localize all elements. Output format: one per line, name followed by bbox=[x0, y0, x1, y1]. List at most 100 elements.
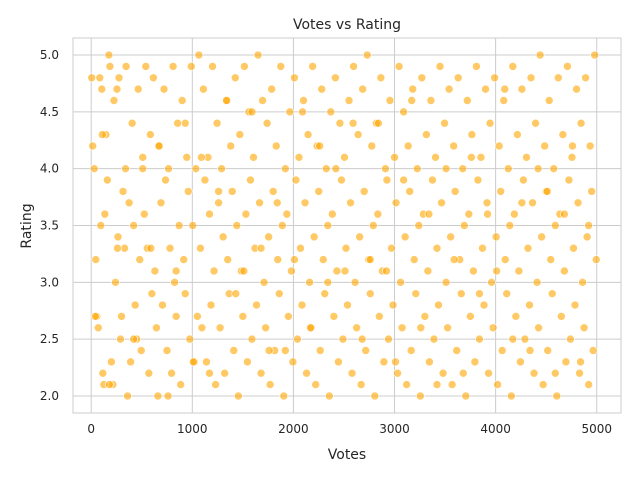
data-point bbox=[379, 357, 389, 367]
data-point bbox=[127, 118, 137, 128]
data-point bbox=[177, 96, 187, 105]
data-point bbox=[443, 323, 452, 333]
data-point bbox=[576, 357, 585, 367]
data-point bbox=[276, 62, 286, 71]
data-point bbox=[542, 187, 552, 196]
data-point bbox=[464, 209, 474, 219]
data-point bbox=[438, 368, 448, 378]
data-point bbox=[359, 187, 369, 196]
data-point bbox=[572, 84, 581, 94]
data-point bbox=[231, 289, 241, 298]
data-point bbox=[259, 278, 269, 287]
x-tick-labels: 0 1000 2000 3000 4000 5000 bbox=[87, 422, 612, 436]
data-point bbox=[538, 380, 548, 389]
data-point bbox=[165, 243, 175, 253]
data-point bbox=[197, 323, 207, 333]
data-point bbox=[258, 96, 267, 105]
data-point bbox=[357, 334, 367, 344]
data-point bbox=[126, 357, 135, 367]
data-point bbox=[568, 141, 577, 151]
data-point bbox=[350, 278, 360, 287]
data-point bbox=[227, 187, 237, 196]
data-point bbox=[300, 198, 310, 208]
data-point bbox=[526, 73, 536, 83]
data-point bbox=[215, 323, 225, 333]
data-point bbox=[473, 175, 483, 185]
data-point bbox=[560, 266, 569, 276]
data-point bbox=[141, 62, 151, 71]
data-point bbox=[406, 346, 416, 355]
data-point bbox=[500, 84, 510, 94]
data-point bbox=[303, 130, 313, 139]
data-point bbox=[124, 198, 134, 208]
y-tick-label: 2.5 bbox=[40, 332, 59, 346]
data-point bbox=[479, 300, 489, 310]
data-point bbox=[450, 187, 460, 196]
data-point bbox=[199, 84, 208, 94]
data-point bbox=[267, 84, 276, 94]
data-point bbox=[271, 141, 281, 151]
data-point bbox=[144, 368, 154, 378]
data-point bbox=[528, 198, 537, 208]
data-point bbox=[408, 84, 418, 94]
data-point bbox=[171, 312, 181, 321]
data-point bbox=[329, 312, 339, 321]
data-point bbox=[217, 164, 226, 173]
data-point bbox=[340, 153, 349, 162]
data-point bbox=[88, 141, 98, 151]
y-axis-label: Rating bbox=[19, 203, 35, 248]
x-tick-label: 5000 bbox=[581, 422, 612, 436]
data-point bbox=[290, 73, 299, 83]
data-point bbox=[284, 312, 293, 321]
data-point bbox=[222, 96, 231, 105]
data-point bbox=[273, 255, 283, 264]
data-point bbox=[281, 164, 290, 173]
data-point bbox=[239, 266, 249, 276]
data-point bbox=[467, 130, 477, 139]
y-tick-label: 3.0 bbox=[40, 275, 59, 289]
data-point bbox=[209, 266, 219, 276]
data-point bbox=[420, 312, 430, 321]
data-point bbox=[168, 62, 178, 71]
data-point bbox=[416, 323, 426, 333]
data-point bbox=[185, 334, 195, 344]
data-point bbox=[397, 323, 407, 333]
data-point bbox=[399, 107, 408, 117]
data-point bbox=[365, 289, 375, 298]
chart-title: Votes vs Rating bbox=[293, 17, 401, 33]
data-point bbox=[500, 255, 510, 264]
data-point bbox=[340, 266, 350, 276]
data-point bbox=[234, 391, 243, 401]
data-point bbox=[585, 141, 595, 151]
data-point bbox=[133, 84, 143, 94]
data-point bbox=[349, 62, 358, 71]
data-point bbox=[170, 278, 179, 287]
data-point bbox=[469, 266, 478, 276]
data-point bbox=[557, 312, 566, 321]
data-point bbox=[358, 84, 367, 94]
data-point bbox=[306, 323, 315, 333]
data-point bbox=[493, 380, 502, 389]
data-point bbox=[293, 334, 302, 344]
data-point bbox=[428, 175, 437, 185]
data-point bbox=[423, 266, 433, 276]
data-point bbox=[238, 312, 248, 321]
data-point bbox=[135, 255, 145, 264]
x-tick-label: 3000 bbox=[379, 422, 410, 436]
data-point bbox=[367, 141, 377, 151]
data-point bbox=[113, 243, 122, 253]
data-point bbox=[202, 357, 211, 367]
data-point bbox=[382, 175, 392, 185]
data-point bbox=[123, 391, 132, 401]
data-point bbox=[578, 278, 587, 287]
data-point bbox=[146, 243, 156, 253]
data-point bbox=[560, 209, 569, 219]
data-point bbox=[485, 118, 495, 128]
data-point bbox=[534, 323, 543, 333]
data-point bbox=[361, 346, 371, 355]
data-point bbox=[161, 175, 170, 185]
data-point bbox=[113, 232, 123, 242]
data-point bbox=[546, 255, 556, 264]
data-point bbox=[506, 391, 516, 401]
data-point bbox=[390, 153, 399, 162]
